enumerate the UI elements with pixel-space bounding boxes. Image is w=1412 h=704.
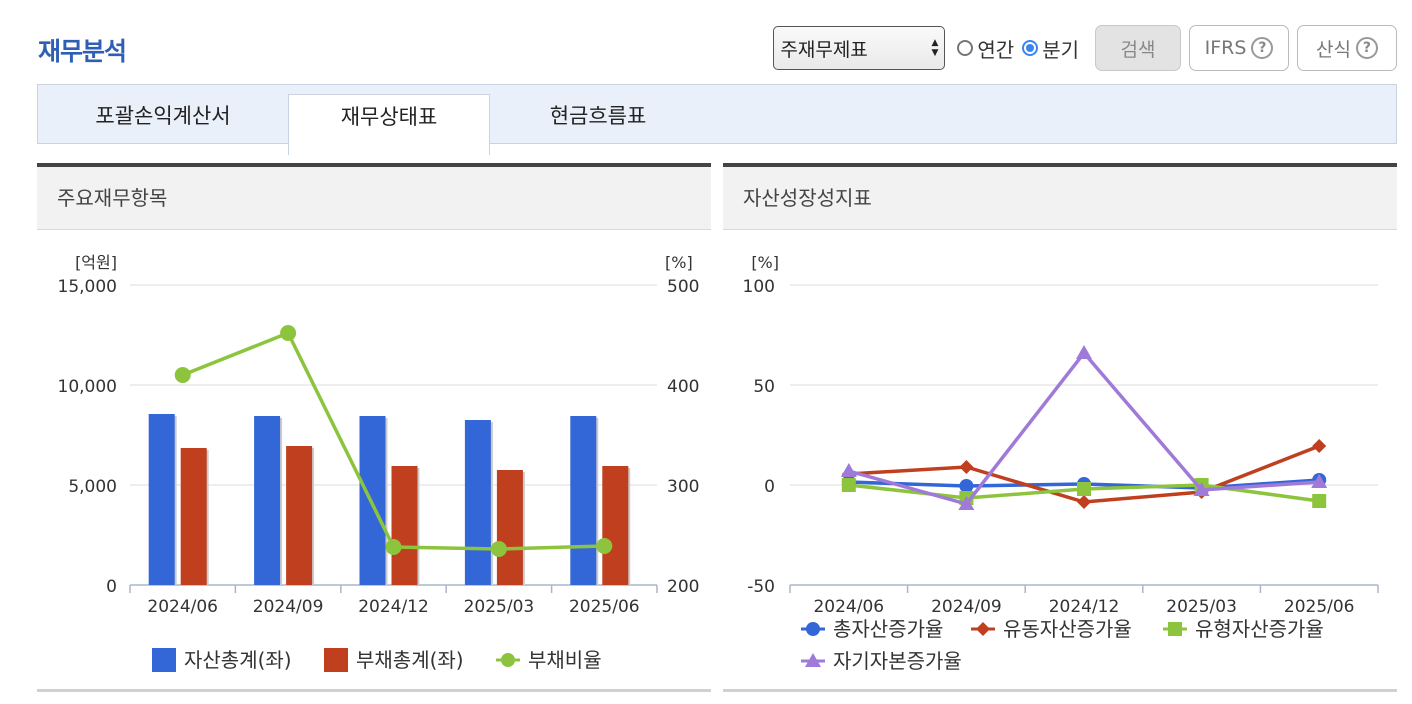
y-right-tick-label: 200 <box>667 577 699 597</box>
bar-total-liabilities <box>180 448 207 585</box>
growth-point <box>841 478 856 492</box>
legend-swatch <box>1168 622 1182 636</box>
growth-point <box>959 479 974 493</box>
page-title: 재무분석 <box>38 37 127 66</box>
legend-label: 유형자산증가율 <box>1195 617 1324 641</box>
bar-total-liabilities <box>286 446 313 585</box>
bar-total-liabilities <box>602 466 629 585</box>
legend-label: 자산총계(좌) <box>184 648 292 672</box>
growth-point <box>1077 495 1091 509</box>
y-right-tick-label: 300 <box>667 477 699 497</box>
x-tick-label: 2024/12 <box>1049 597 1120 617</box>
statement-tabs: 포괄손익계산서 재무상태표 현금흐름표 <box>37 84 1397 155</box>
legend-swatch <box>152 648 176 672</box>
y-tick-label: 100 <box>743 277 775 297</box>
y-right-axis-label: [%] <box>665 253 693 272</box>
asset-growth-panel: 자산성장성지표 -50 0 50 100 [%] 2024/06 2024/09 2024/1… <box>723 163 1397 692</box>
y-right-tick-label: 500 <box>667 277 699 297</box>
bar-total-assets <box>148 414 175 585</box>
radio-quarter[interactable]: 분기 <box>1022 34 1079 63</box>
legend-swatch <box>806 622 820 636</box>
formula-button[interactable]: 산식 ? <box>1297 25 1397 71</box>
tab-income-statement[interactable]: 포괄손익계산서 <box>95 104 231 128</box>
growth-point <box>1312 494 1327 508</box>
growth-point <box>1076 345 1092 359</box>
x-tick-label: 2025/06 <box>569 597 640 617</box>
ifrs-label: IFRS <box>1204 37 1247 59</box>
legend-swatch <box>324 648 348 672</box>
growth-point <box>1193 482 1210 496</box>
point-debt-ratio <box>280 325 297 341</box>
search-button[interactable]: 검색 <box>1095 25 1181 71</box>
growth-point <box>840 463 857 477</box>
asset-growth-chart: -50 0 50 100 [%] 2024/06 2024/09 2024/12 2025/03… <box>743 253 1379 673</box>
key-financials-panel: 주요재무항목 0 5,000 10,000 15,000 200 300 400 500 [억원… <box>37 163 711 692</box>
help-icon: ? <box>1355 37 1378 59</box>
legend-label: 총자산증가율 <box>833 617 943 641</box>
x-tick-label: 2025/06 <box>1284 597 1355 617</box>
tab-balance-sheet[interactable]: 재무상태표 <box>288 94 490 155</box>
legend-label: 자기자본증가율 <box>833 649 962 673</box>
radio-quarter-label: 분기 <box>1042 37 1079 62</box>
panel-title-asset-growth: 자산성장성지표 <box>723 167 1397 230</box>
y-left-axis-label: [억원] <box>75 253 117 272</box>
x-tick-label: 2025/03 <box>464 597 535 617</box>
bar-total-liabilities <box>496 470 523 585</box>
help-icon: ? <box>1251 37 1274 59</box>
y-left-tick-label: 0 <box>106 577 117 597</box>
point-debt-ratio <box>174 367 191 383</box>
point-debt-ratio <box>490 541 507 557</box>
radio-quarter-icon <box>1022 40 1039 56</box>
x-tick-label: 2024/09 <box>253 597 324 617</box>
y-left-tick-label: 15,000 <box>58 277 117 297</box>
bar-total-assets <box>464 420 491 585</box>
bar-total-assets <box>254 416 281 585</box>
y-axis-label: [%] <box>751 253 779 272</box>
y-left-tick-label: 10,000 <box>58 377 117 397</box>
bar-total-assets <box>570 416 597 585</box>
key-financials-chart: 0 5,000 10,000 15,000 200 300 400 500 [억원] [%] 202… <box>58 253 699 672</box>
legend-swatch <box>501 653 515 667</box>
x-tick-label: 2025/03 <box>1166 597 1237 617</box>
y-left-tick-label: 5,000 <box>68 477 117 497</box>
filter-controls: 주재무제표 ▲ ▼ 연간 분기 검색 IFRS ? 산식 ? <box>773 25 1397 71</box>
radio-annual[interactable]: 연간 <box>957 34 1014 63</box>
point-debt-ratio <box>596 538 613 554</box>
y-tick-label: -50 <box>747 577 775 597</box>
legend-label: 부채총계(좌) <box>356 648 464 672</box>
growth-point <box>1077 482 1091 496</box>
legend-swatch <box>805 653 821 667</box>
growth-point <box>958 496 975 510</box>
growth-point <box>959 460 974 474</box>
tab-cash-flow[interactable]: 현금흐름표 <box>549 104 647 128</box>
radio-annual-icon <box>957 40 974 56</box>
growth-point <box>1312 439 1327 453</box>
growth-point <box>1311 474 1328 488</box>
y-right-tick-label: 400 <box>667 377 699 397</box>
legend-swatch <box>976 622 990 636</box>
x-tick-label: 2024/06 <box>147 597 218 617</box>
y-tick-label: 0 <box>764 477 775 497</box>
statement-select[interactable]: 주재무제표 ▲ ▼ <box>773 26 946 70</box>
select-arrows-icon: ▲ ▼ <box>931 38 939 58</box>
formula-label: 산식 <box>1316 38 1351 61</box>
x-tick-label: 2024/06 <box>813 597 884 617</box>
x-tick-label: 2024/12 <box>358 597 429 617</box>
radio-annual-label: 연간 <box>977 37 1015 62</box>
panel-title-key-financials: 주요재무항목 <box>37 167 711 230</box>
point-debt-ratio <box>385 539 402 555</box>
ifrs-button[interactable]: IFRS ? <box>1189 25 1289 71</box>
y-tick-label: 50 <box>753 377 775 397</box>
bar-total-liabilities <box>391 466 418 585</box>
legend-label: 부채비율 <box>528 648 602 672</box>
statement-select-value: 주재무제표 <box>780 38 868 61</box>
x-tick-label: 2024/09 <box>931 597 1002 617</box>
legend-label: 유동자산증가율 <box>1003 617 1132 641</box>
